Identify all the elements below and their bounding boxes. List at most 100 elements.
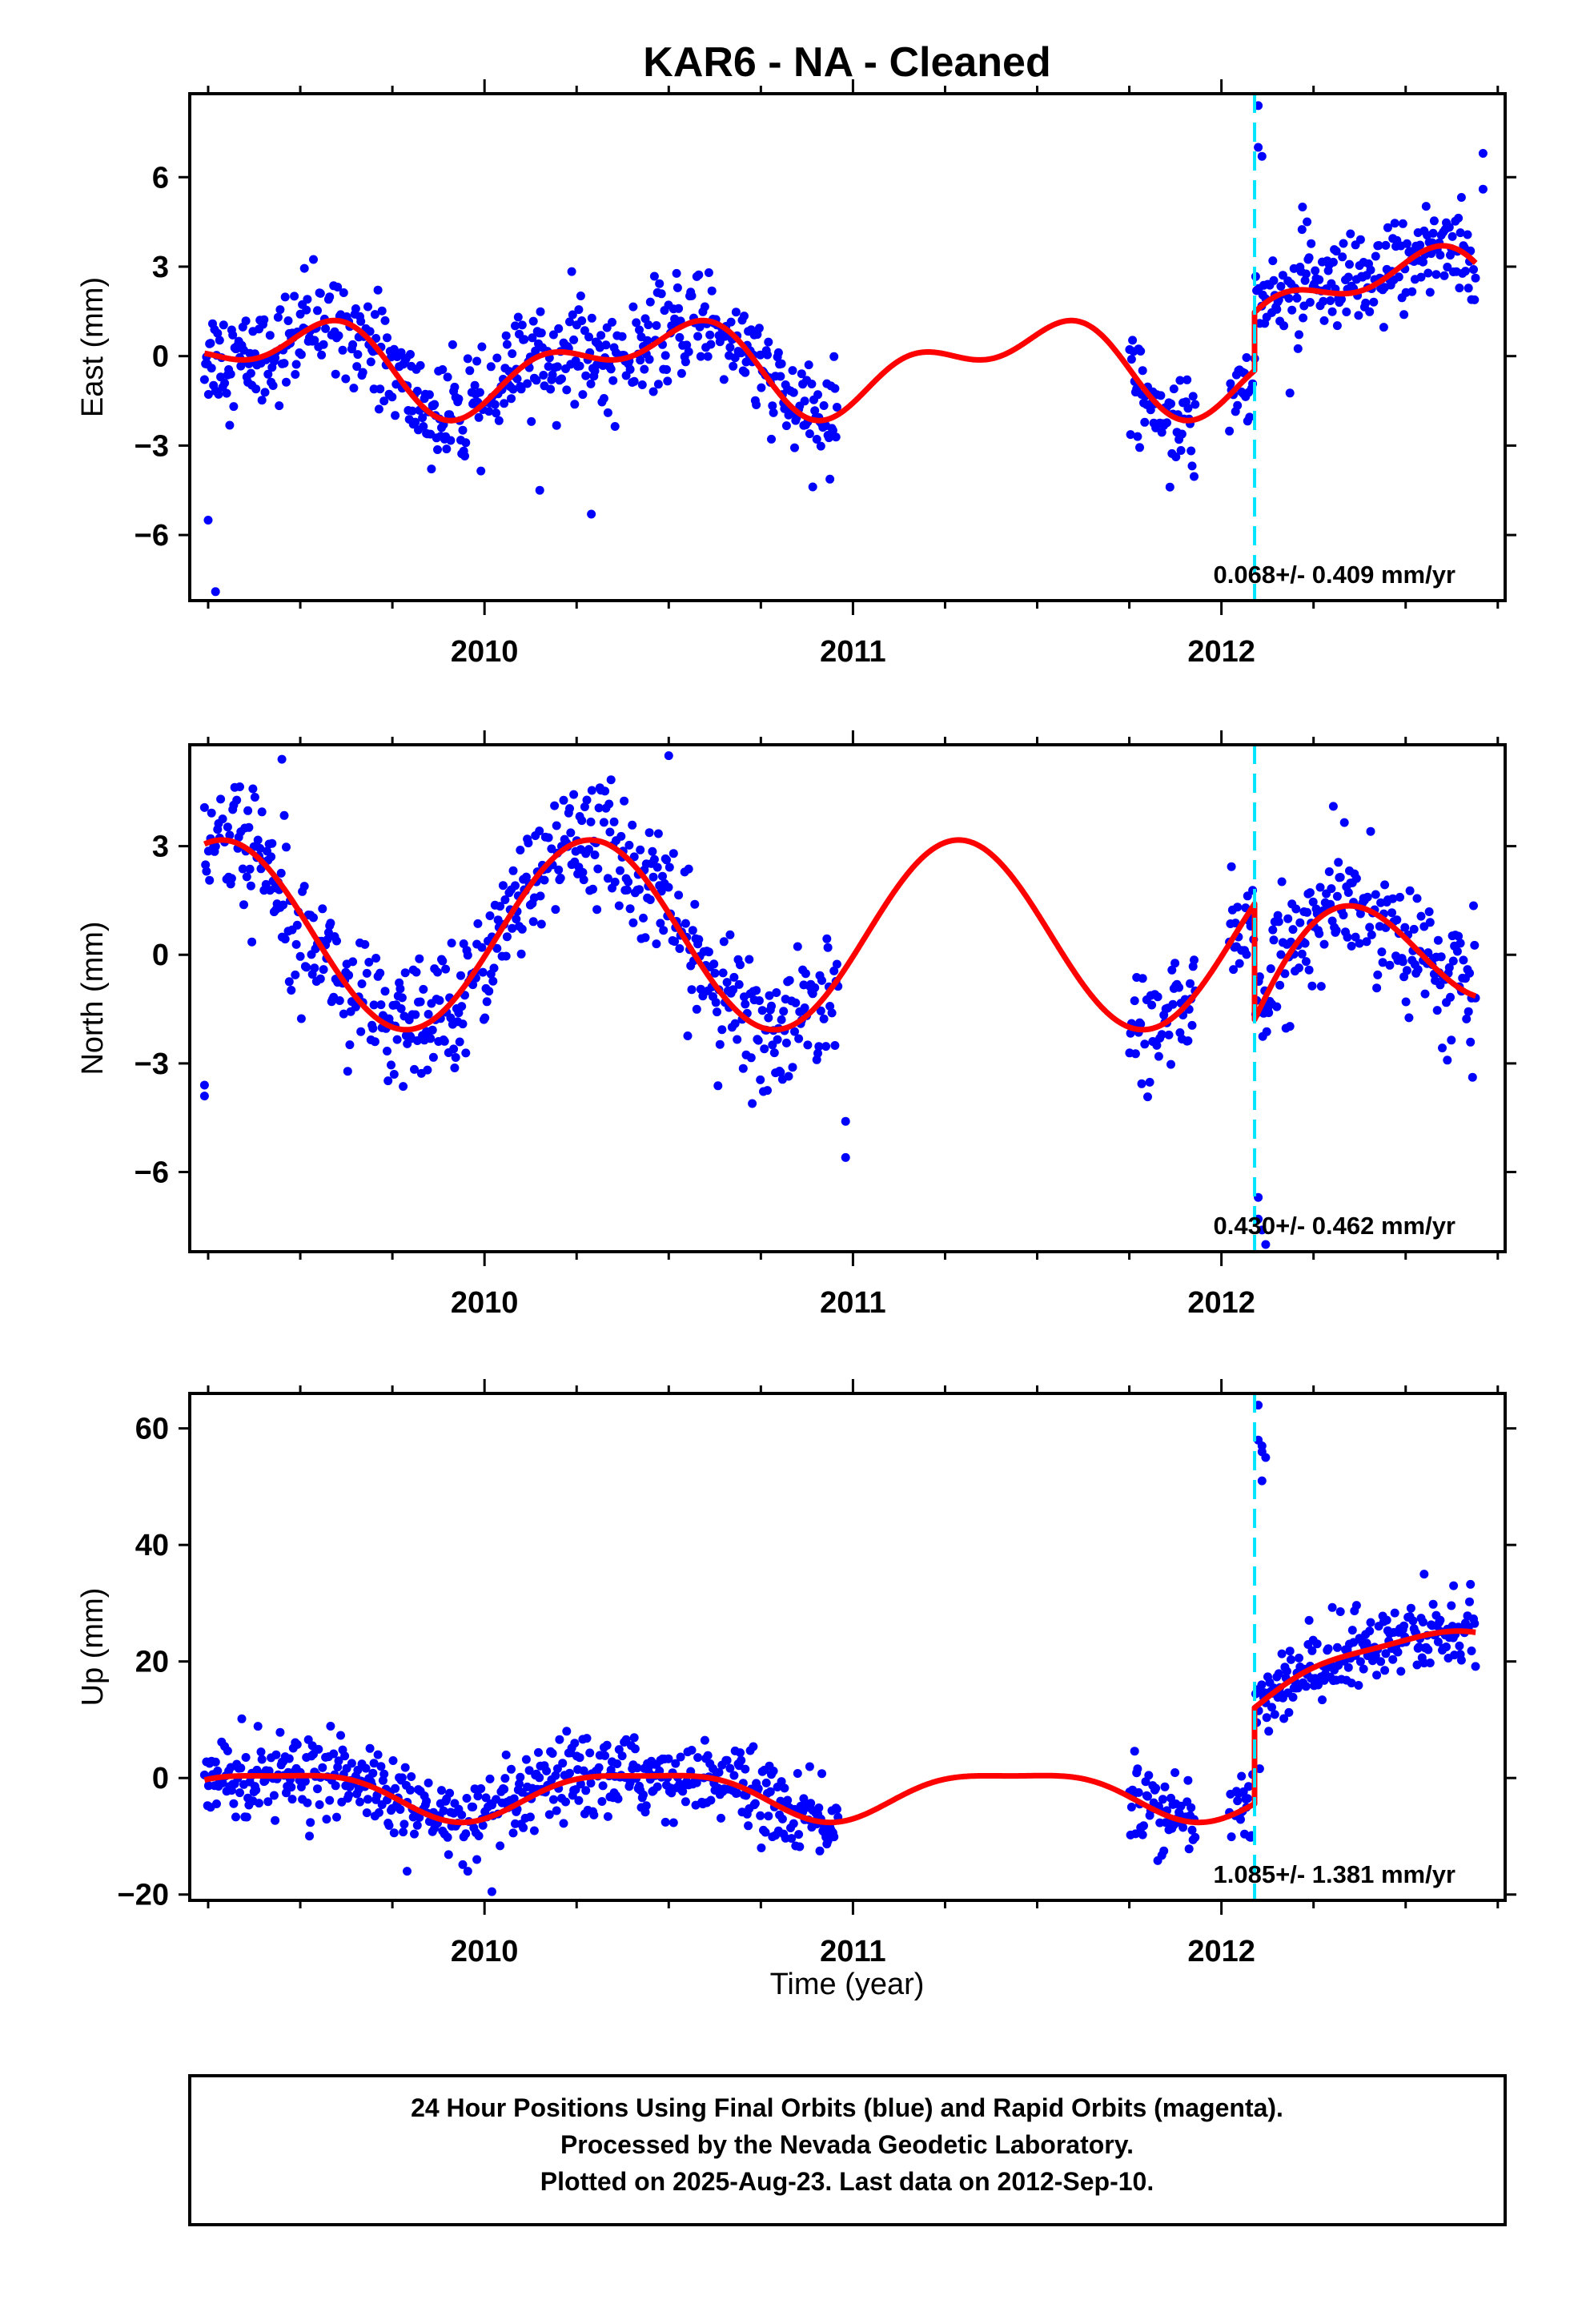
- data-point: [548, 330, 558, 340]
- y-tick-label: 6: [152, 161, 169, 195]
- data-point: [575, 1753, 584, 1763]
- data-point: [500, 895, 510, 904]
- data-point: [803, 1040, 813, 1050]
- data-point: [1379, 323, 1388, 332]
- data-point: [534, 1747, 543, 1757]
- data-point: [257, 396, 267, 405]
- data-point: [1128, 336, 1138, 345]
- data-point: [603, 1811, 612, 1821]
- data-point: [1423, 268, 1433, 278]
- data-point: [649, 854, 659, 864]
- data-point: [815, 1846, 825, 1856]
- data-point: [253, 835, 263, 845]
- data-point: [448, 340, 457, 349]
- data-point: [355, 1797, 364, 1807]
- data-point: [535, 826, 544, 836]
- data-point: [1374, 241, 1383, 250]
- data-point: [817, 1769, 826, 1779]
- panel-east: −6 −3 0 3 6 2010 2011 2012 East (mm) 0.068+/- 0.4…: [76, 79, 1516, 669]
- x-tick-label: 2011: [820, 635, 885, 669]
- data-point: [211, 1757, 220, 1767]
- data-point: [1455, 1641, 1464, 1651]
- data-point: [412, 1820, 422, 1830]
- data-point: [1147, 1000, 1157, 1010]
- data-point: [475, 388, 484, 397]
- data-point: [1229, 965, 1239, 975]
- data-point: [1381, 240, 1391, 250]
- data-point: [536, 307, 545, 316]
- data-point: [511, 321, 520, 331]
- data-point: [694, 935, 704, 944]
- data-point: [1287, 305, 1297, 315]
- data-point: [1463, 230, 1472, 239]
- data-point: [1312, 1639, 1322, 1649]
- data-point: [465, 366, 475, 376]
- data-point: [376, 1000, 386, 1010]
- data-point: [1367, 930, 1376, 939]
- data-point: [536, 919, 546, 929]
- data-point: [1278, 271, 1287, 280]
- data-point: [1424, 907, 1434, 916]
- data-point: [557, 374, 566, 384]
- y-tick-label: 3: [152, 830, 169, 864]
- data-point: [812, 435, 821, 444]
- data-point: [222, 388, 231, 398]
- data-point: [773, 348, 783, 357]
- data-point: [273, 312, 283, 322]
- data-point: [606, 775, 616, 785]
- data-point: [334, 1756, 343, 1766]
- data-point: [559, 1819, 568, 1828]
- data-point: [1284, 1707, 1294, 1717]
- data-point: [614, 901, 624, 911]
- data-point: [783, 1795, 793, 1805]
- data-point: [360, 939, 370, 949]
- data-point: [433, 967, 442, 977]
- data-point: [246, 368, 255, 378]
- data-point: [358, 368, 367, 377]
- data-point: [416, 360, 425, 370]
- data-point: [700, 1735, 709, 1745]
- data-point: [589, 1810, 599, 1819]
- data-point: [825, 474, 835, 484]
- data-point: [470, 380, 480, 390]
- data-point: [644, 828, 654, 838]
- y-tick-label: 0: [152, 1762, 169, 1795]
- data-point: [449, 1044, 459, 1054]
- data-point: [734, 979, 744, 989]
- data-point: [246, 881, 255, 891]
- data-point: [1347, 1626, 1357, 1635]
- data-point: [379, 1769, 389, 1779]
- data-point: [318, 904, 327, 914]
- data-point: [502, 932, 512, 942]
- data-point: [353, 350, 363, 360]
- data-point: [1233, 1796, 1243, 1806]
- data-point: [1342, 308, 1351, 316]
- data-point: [309, 255, 318, 264]
- data-point: [525, 1812, 535, 1822]
- data-point: [1295, 330, 1303, 340]
- data-point: [548, 1749, 557, 1758]
- panel-up: −20 0 20 40 60 2010 2011 2012 Up (mm) 1.085+/- 1.…: [76, 1379, 1516, 1968]
- y-axis-label: East (mm): [76, 277, 110, 417]
- data-point: [212, 1799, 221, 1808]
- data-point: [1182, 375, 1192, 384]
- data-point: [1400, 923, 1410, 932]
- x-tick-label: 2010: [451, 1935, 519, 1968]
- data-point: [1429, 216, 1439, 226]
- data-point: [624, 877, 633, 887]
- data-point: [282, 1788, 291, 1798]
- data-point: [313, 306, 322, 316]
- data-point: [226, 369, 235, 379]
- data-point: [1140, 1039, 1150, 1049]
- data-point: [1261, 1453, 1271, 1462]
- data-point: [816, 1006, 825, 1015]
- plot-frame: [188, 743, 1507, 1253]
- data-point: [315, 1800, 324, 1809]
- data-point: [706, 1795, 716, 1805]
- data-point: [511, 881, 520, 891]
- data-point: [508, 923, 517, 933]
- data-point: [741, 357, 751, 367]
- data-point: [579, 1766, 588, 1775]
- data-point: [268, 381, 278, 390]
- data-point: [1456, 193, 1466, 202]
